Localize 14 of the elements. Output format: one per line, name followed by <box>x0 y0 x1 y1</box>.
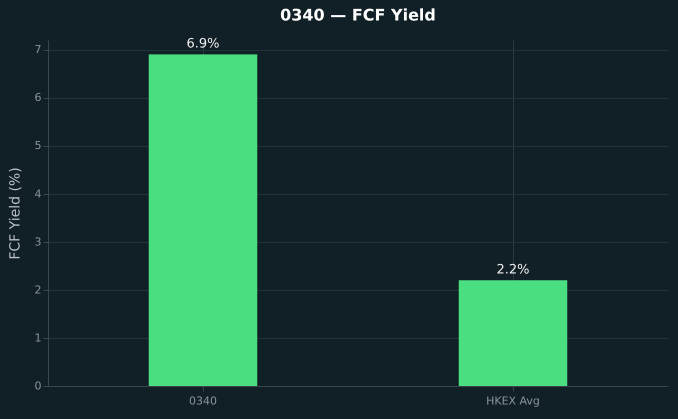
y-tick-label: 0 <box>34 380 42 392</box>
y-tick-label: 4 <box>34 187 42 200</box>
chart-title: 0340 — FCF Yield <box>280 5 436 24</box>
y-tick-label: 3 <box>34 235 42 248</box>
y-tick-label: 7 <box>34 43 42 56</box>
y-tick-label: 2 <box>34 283 42 296</box>
data-label: 2.2% <box>496 262 530 278</box>
y-tick-label: 5 <box>34 139 42 152</box>
y-tick-label: 1 <box>34 331 42 344</box>
x-tick-label: HKEX Avg <box>486 394 540 408</box>
data-label: 6.9% <box>186 36 220 52</box>
x-tick-label: 0340 <box>189 394 217 408</box>
y-tick-label: 6 <box>34 91 42 104</box>
y-axis-title: FCF Yield (%) <box>8 167 24 260</box>
